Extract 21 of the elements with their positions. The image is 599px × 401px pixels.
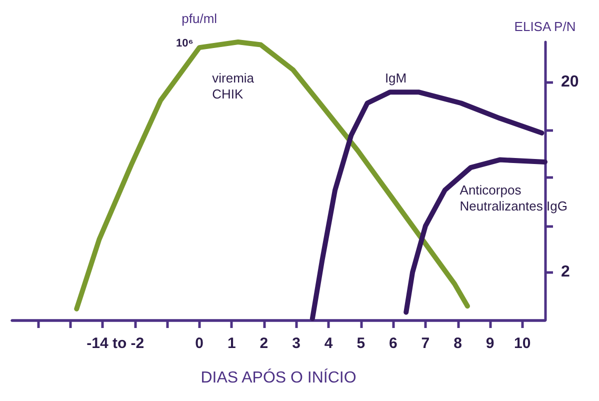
- x-tick-label: 1: [227, 335, 236, 352]
- x-tick-label: 5: [356, 335, 366, 352]
- series-label: IgM: [384, 70, 407, 86]
- x-tick-label: 6: [389, 335, 398, 352]
- series-label: viremia CHIK: [212, 70, 258, 102]
- annotation: 10⁶: [176, 38, 194, 50]
- x-tick-label: -14 to -2: [86, 335, 144, 352]
- x-tick-label: 8: [454, 335, 462, 352]
- y2-tick-label: 20: [561, 74, 579, 91]
- y2-axis-title: ELISA P/N: [514, 19, 576, 34]
- x-axis-title: DIAS APÓS O INÍCIO: [200, 368, 356, 386]
- x-tick-label: 9: [486, 335, 494, 352]
- x-tick-label: 2: [260, 335, 268, 352]
- series-label: Anticorpos Neutralizantes IgG: [460, 182, 568, 214]
- y-axis-title: pfu/ml: [182, 11, 218, 26]
- x-tick-label: 4: [324, 335, 334, 352]
- x-tick-label: 0: [195, 335, 204, 352]
- x-tick-label: 10: [514, 335, 531, 352]
- y2-tick-label: 2: [561, 264, 570, 281]
- x-tick-label: 3: [292, 335, 300, 352]
- x-tick-label: 7: [421, 335, 430, 352]
